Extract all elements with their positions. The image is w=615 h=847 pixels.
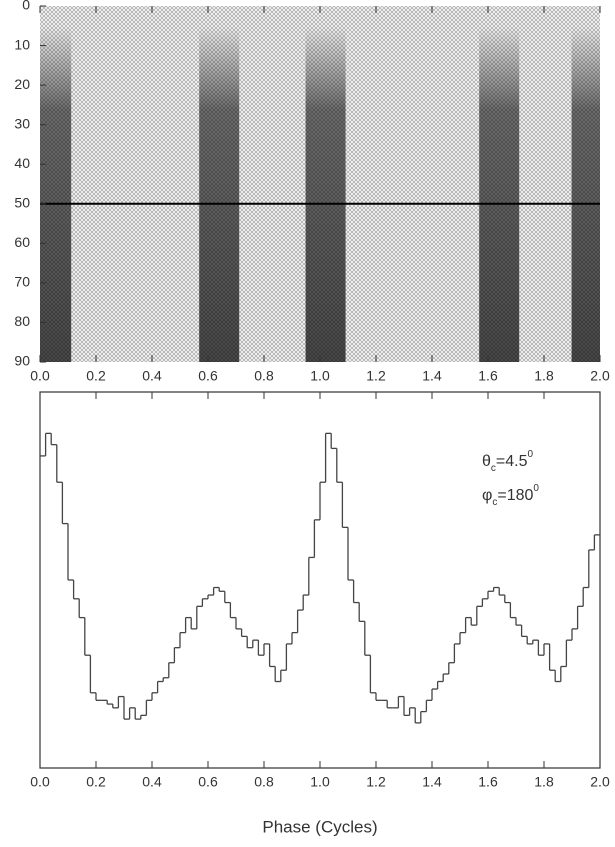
dark-band bbox=[479, 26, 520, 362]
y-tick-label: 30 bbox=[14, 115, 30, 131]
x-tick-label: 1.6 bbox=[478, 368, 498, 384]
y-tick-label: 10 bbox=[14, 36, 30, 52]
dark-band bbox=[40, 26, 72, 362]
x-tick-label: 2.0 bbox=[590, 774, 610, 790]
x-tick-label: 0.8 bbox=[254, 368, 274, 384]
symbol: φ bbox=[482, 487, 492, 504]
x-tick-label: 0.4 bbox=[142, 774, 162, 790]
x-tick-label: 1.0 bbox=[310, 774, 330, 790]
y-tick-label: 40 bbox=[14, 155, 30, 171]
superscript: 0 bbox=[533, 483, 539, 494]
subscript: c bbox=[492, 497, 497, 508]
value: =4.5 bbox=[496, 453, 528, 470]
superscript: 0 bbox=[528, 449, 534, 460]
y-tick-label: 80 bbox=[14, 313, 30, 329]
x-tick-label: 0.0 bbox=[30, 774, 50, 790]
x-tick-label: 1.4 bbox=[422, 774, 442, 790]
dark-band bbox=[305, 26, 346, 362]
y-tick-label: 0 bbox=[22, 0, 30, 13]
y-tick-label: 60 bbox=[14, 234, 30, 250]
x-tick-label: 0.2 bbox=[86, 774, 106, 790]
x-tick-label: 0.6 bbox=[198, 368, 218, 384]
x-tick-label: 1.0 bbox=[310, 368, 330, 384]
x-tick-label: 0.8 bbox=[254, 774, 274, 790]
value: =180 bbox=[497, 487, 533, 504]
subscript: c bbox=[491, 463, 496, 474]
annotation: φc=1800 bbox=[482, 483, 539, 508]
symbol: θ bbox=[482, 453, 491, 470]
x-tick-label: 0.0 bbox=[30, 368, 50, 384]
x-tick-label: 1.2 bbox=[366, 368, 386, 384]
x-axis-label: Phase (Cycles) bbox=[262, 817, 377, 836]
y-tick-label: 20 bbox=[14, 76, 30, 92]
x-tick-label: 1.6 bbox=[478, 774, 498, 790]
x-tick-label: 2.0 bbox=[590, 368, 610, 384]
x-tick-label: 0.2 bbox=[86, 368, 106, 384]
x-tick-label: 0.6 bbox=[198, 774, 218, 790]
x-tick-label: 1.8 bbox=[534, 368, 554, 384]
x-tick-label: 0.4 bbox=[142, 368, 162, 384]
y-tick-label: 70 bbox=[14, 274, 30, 290]
y-tick-label: 90 bbox=[14, 353, 30, 369]
x-tick-label: 1.8 bbox=[534, 774, 554, 790]
y-tick-label: 50 bbox=[14, 194, 30, 210]
x-tick-label: 1.2 bbox=[366, 774, 386, 790]
x-tick-label: 1.4 bbox=[422, 368, 442, 384]
dark-band bbox=[199, 26, 240, 362]
annotation: θc=4.50 bbox=[482, 449, 534, 474]
dark-band bbox=[571, 26, 600, 362]
